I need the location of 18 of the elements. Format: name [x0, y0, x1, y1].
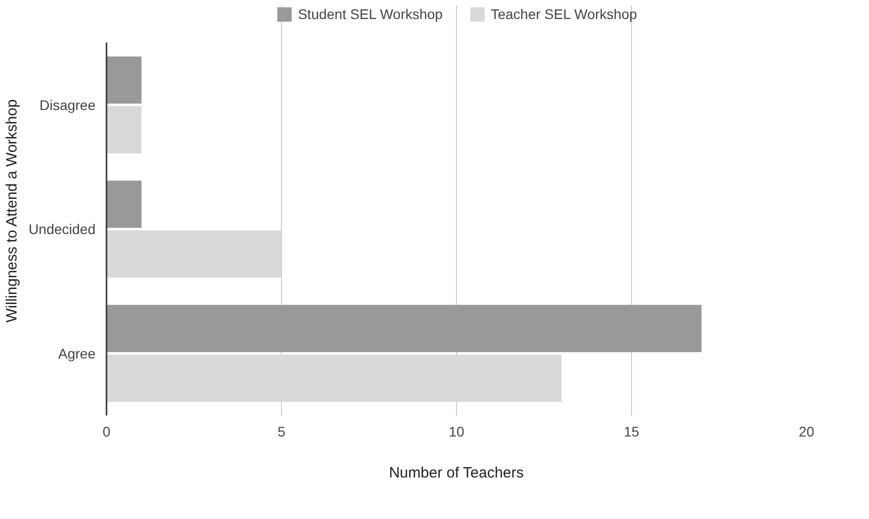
x-axis-title: Number of Teachers	[388, 464, 524, 482]
y-axis-title: Willingness to Attend a Workshop	[4, 99, 21, 322]
bar	[106, 304, 702, 352]
x-tick-label: 0	[102, 424, 111, 440]
bar	[106, 106, 142, 154]
legend-label: Teacher SEL Workshop	[490, 6, 638, 22]
bar	[106, 180, 142, 228]
x-tick-label: 20	[798, 424, 814, 440]
x-tick-label: 15	[624, 424, 640, 440]
bar	[106, 354, 562, 402]
x-tick-label: 10	[448, 424, 464, 440]
bar	[106, 230, 282, 278]
bar	[106, 56, 142, 104]
x-tick-label: 5	[278, 424, 286, 440]
legend-label: Student SEL Workshop	[298, 6, 443, 22]
y-tick-label: Disagree	[39, 96, 96, 113]
y-tick-label: Agree	[58, 345, 96, 362]
y-tick-label: Undecided	[28, 221, 96, 238]
